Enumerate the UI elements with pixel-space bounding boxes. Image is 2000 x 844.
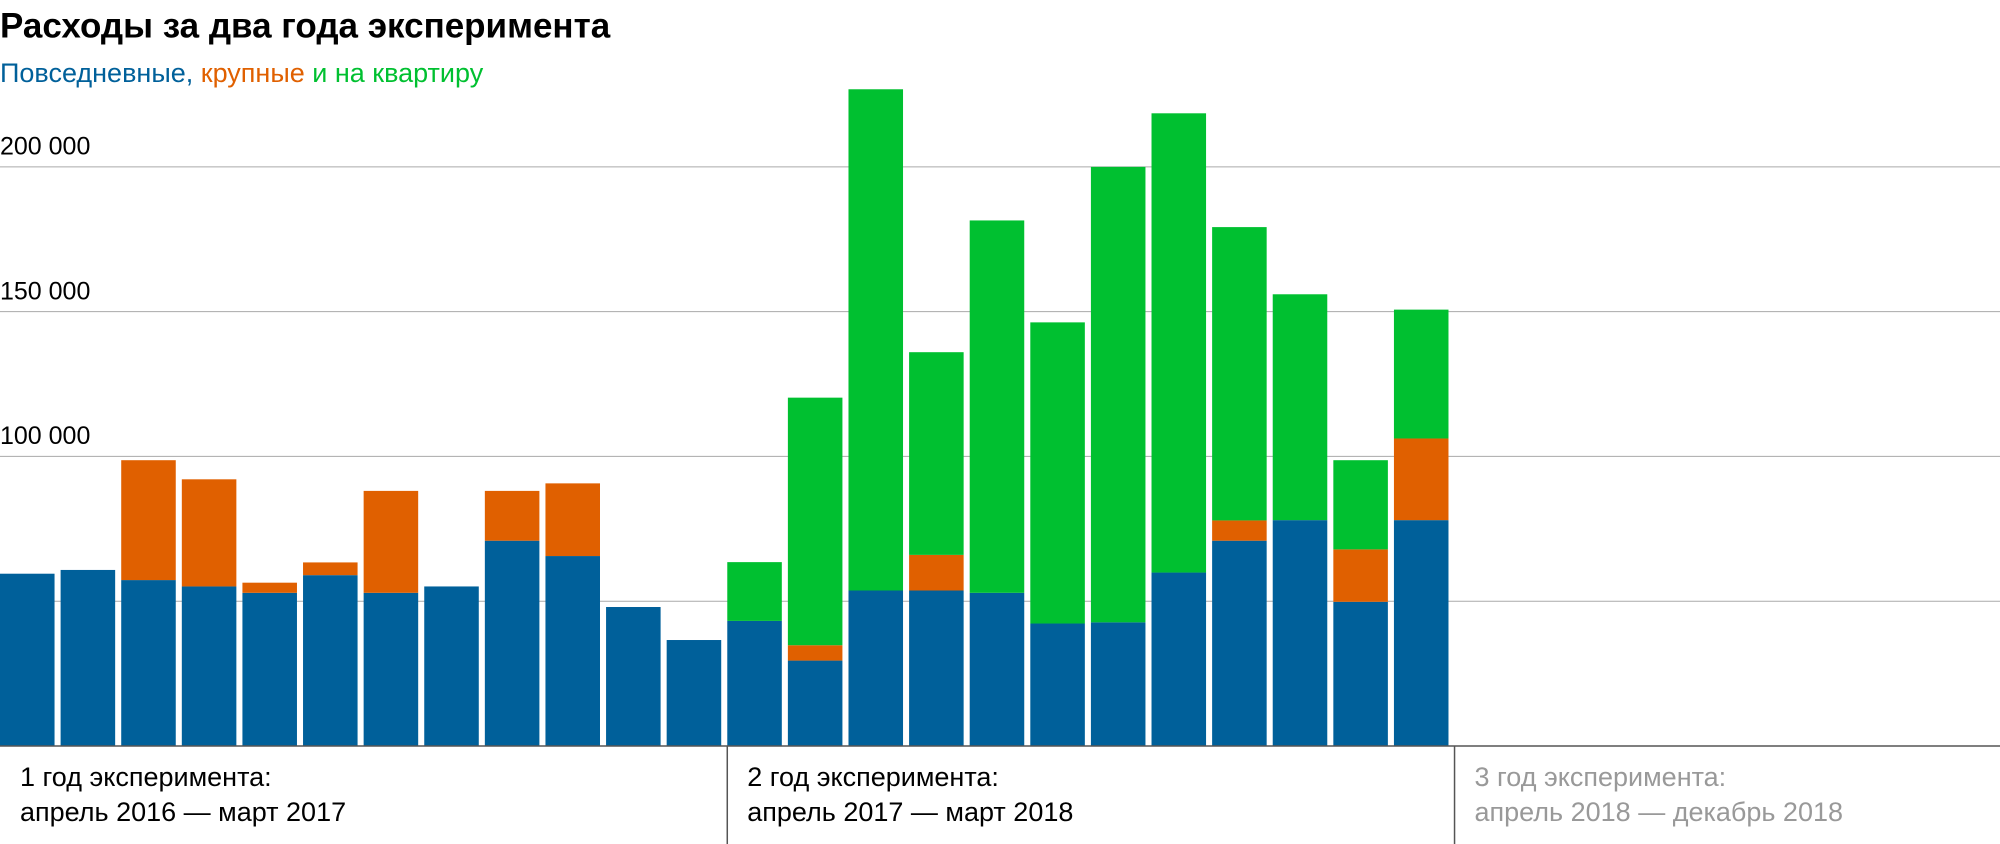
chart-title: Расходы за два года эксперимента [0,6,611,45]
bar-segment [1151,113,1207,573]
bar-segment [1393,309,1449,439]
bar-segment [1333,549,1388,602]
bar-segment [666,640,722,746]
bar-segment [363,490,419,593]
bar-segment [606,607,661,746]
bar-segment [303,562,358,576]
period-label: апрель 2018 — декабрь 2018 [1475,797,1843,827]
bar-segment [787,660,843,746]
bar-segment [1393,520,1449,746]
bar-segment [1272,294,1328,521]
bar-segment [60,569,116,746]
y-tick-label: 150 000 [0,277,90,305]
y-tick-label: 200 000 [0,132,90,160]
subtitle-part: и на квартиру [304,58,484,88]
period-label: 1 год эксперимента: [20,762,272,792]
bar-segment [1393,438,1449,521]
bar-segment [1272,520,1328,746]
bar-segment [181,586,237,746]
bar-segment [909,590,964,746]
bar-segment [787,645,843,661]
period-label: 3 год эксперимента: [1475,762,1727,792]
bar-segment [1333,601,1388,746]
bar-segment [909,352,964,555]
bar-segment [121,460,176,581]
bar-segment [121,580,176,746]
bar-segment [0,573,55,746]
period-label: 2 год эксперимента: [747,762,999,792]
bar-segment [303,575,358,746]
bar-segment [181,479,237,587]
bar-segment [787,397,843,646]
bar-segment [1090,622,1146,746]
bar-segment [1151,572,1207,746]
y-tick-label: 100 000 [0,422,90,450]
bar-segment [1090,166,1146,623]
subtitle: Повседневные, крупные и на квартиру [0,58,483,89]
bar-segment [242,582,297,593]
bar-segment [1333,460,1388,550]
bar-segment [848,590,904,746]
period-label: апрель 2016 — март 2017 [20,797,346,827]
bar-segment [969,220,1025,593]
bar-segment [909,554,964,591]
bar-segment [242,592,297,746]
subtitle-part: крупные [200,58,305,88]
bar-segment [1030,623,1085,746]
subtitle-part: , [185,58,201,88]
period-label: апрель 2017 — март 2018 [747,797,1073,827]
bar-segment [1212,540,1267,746]
bar-segment [545,556,600,746]
bar-segment [1030,322,1085,624]
bar-segment [424,586,479,746]
bar-segment [484,490,540,541]
subtitle-part: Повседневные [0,58,186,88]
bar-segment [545,483,600,557]
bar-segment [727,620,782,746]
bar-segment [727,562,782,621]
bar-segment [848,89,904,591]
bar-segment [1212,520,1267,541]
bar-segment [969,592,1025,746]
bar-segment [1212,227,1267,521]
bar-segment [363,592,419,746]
bar-segment [484,540,540,746]
